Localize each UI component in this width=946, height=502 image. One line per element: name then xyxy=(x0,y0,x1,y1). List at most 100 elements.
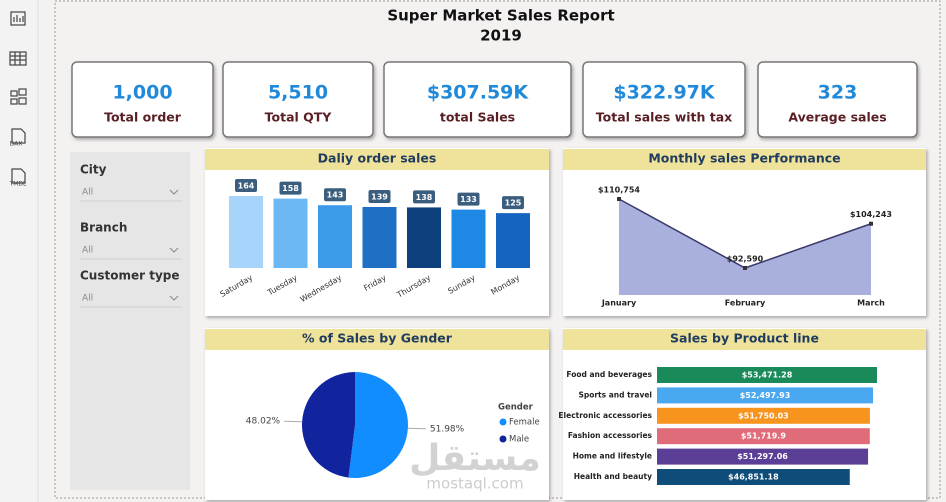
table-icon[interactable] xyxy=(9,51,27,66)
chart-header xyxy=(563,149,926,170)
y-tick-label: Sports and travel xyxy=(578,390,652,399)
kpi-card xyxy=(222,61,374,138)
data-label: $51,719.9 xyxy=(741,432,786,441)
data-label: 138 xyxy=(416,193,433,202)
y-tick-label: Electronic accessories xyxy=(558,411,652,420)
legend-title: Gender xyxy=(498,403,534,413)
data-label-badge xyxy=(235,179,257,192)
x-tick-label: January xyxy=(601,299,637,308)
kpi-row: 1,000 Total order 5,510 Total QTY $307.59K to… xyxy=(71,61,918,138)
filter-dropdown[interactable]: All xyxy=(80,246,182,260)
pie-slice xyxy=(301,372,355,478)
filter-dropdown[interactable]: All xyxy=(80,188,182,202)
filter-label: Customer type xyxy=(80,269,180,283)
bar xyxy=(657,428,870,445)
bar xyxy=(496,213,530,268)
dax-icon[interactable] xyxy=(11,128,26,144)
kpi-value: 323 xyxy=(818,82,858,104)
watermark-latin: mostaql.com xyxy=(426,475,523,493)
data-label: 51.98% xyxy=(430,424,465,434)
charts: Daliy order sales164Saturday158Tuesday14… xyxy=(205,148,926,500)
chart-title: Daliy order sales xyxy=(318,151,437,166)
data-label: 125 xyxy=(505,199,522,208)
data-label-badge xyxy=(279,181,302,195)
filter-value: All xyxy=(82,246,93,256)
filter-label: Branch xyxy=(80,221,127,235)
data-label-badge xyxy=(413,190,435,204)
bar xyxy=(657,367,877,383)
legend-label: Female xyxy=(509,418,540,428)
report-title: Super Market Sales Report xyxy=(387,7,614,25)
point xyxy=(617,197,621,201)
data-label: 139 xyxy=(371,192,388,201)
chart-title: Sales by Product line xyxy=(670,331,819,346)
bar xyxy=(657,448,869,465)
filter-dropdown[interactable]: All xyxy=(80,294,182,308)
legend-swatch xyxy=(499,435,507,443)
legend-label: Male xyxy=(509,435,529,445)
legend-item[interactable]: Female xyxy=(499,418,540,428)
kpi-label: Total order xyxy=(104,110,182,125)
kpi-label: total Sales xyxy=(440,110,515,125)
y-tick-label: Health and beauty xyxy=(574,472,652,481)
watermark-arabic: مستقل xyxy=(409,438,541,479)
data-label: 133 xyxy=(460,195,477,204)
data-label: 143 xyxy=(327,191,344,200)
bar xyxy=(451,209,486,268)
kpi-label: Total QTY xyxy=(265,110,333,125)
tmdl-label: TMDL xyxy=(9,181,27,188)
bar xyxy=(657,407,870,424)
bar xyxy=(318,205,352,268)
kpi-label: Total sales with tax xyxy=(596,110,732,125)
data-label-badge xyxy=(324,188,346,202)
bar xyxy=(362,206,397,268)
kpi-value: 1,000 xyxy=(112,82,172,104)
chart-title: Monthly sales Performance xyxy=(648,151,840,166)
data-label: $51,750.03 xyxy=(738,411,789,420)
kpi-card xyxy=(71,61,214,138)
chart-header xyxy=(205,329,549,350)
legend-swatch xyxy=(499,418,507,426)
sidebar-icons xyxy=(9,11,27,184)
bar xyxy=(229,196,263,268)
model-icon[interactable] xyxy=(10,88,27,105)
data-label-badge xyxy=(368,189,391,203)
data-label: $92,590 xyxy=(727,255,764,264)
y-tick-label: Fashion accessories xyxy=(568,431,653,440)
point xyxy=(869,221,873,226)
chart-header xyxy=(205,149,549,170)
dropdown-arrow xyxy=(169,189,179,195)
kpi-label: Average sales xyxy=(788,110,886,125)
bar xyxy=(407,207,441,268)
data-label: $53,471.28 xyxy=(742,371,793,380)
bar xyxy=(657,387,873,404)
pie-slice xyxy=(348,372,408,478)
legend-item[interactable]: Male xyxy=(499,435,530,445)
point xyxy=(743,266,747,270)
data-label: $51,297.06 xyxy=(737,452,788,461)
sidebar xyxy=(0,0,38,502)
data-label: $110,754 xyxy=(598,186,640,195)
chart-header xyxy=(563,329,926,350)
filter-value: All xyxy=(82,188,93,198)
x-tick-label: February xyxy=(725,299,766,308)
data-label: $52,497.93 xyxy=(740,391,791,400)
kpi-value: $307.59K xyxy=(427,82,530,104)
kpi-card xyxy=(757,61,918,138)
chart-title: % of Sales by Gender xyxy=(302,331,453,346)
data-label: 164 xyxy=(238,182,255,191)
kpi-card xyxy=(582,61,746,138)
dropdown-arrow xyxy=(169,247,179,253)
y-tick-label: Home and lifestyle xyxy=(573,452,652,461)
area-fill xyxy=(619,199,871,295)
report-icon[interactable] xyxy=(10,11,26,26)
report-year: 2019 xyxy=(480,27,522,45)
tmdl-icon[interactable] xyxy=(11,168,26,184)
filters: City All Branch All Customer type All xyxy=(80,163,182,308)
x-tick-label: March xyxy=(857,299,885,308)
filter-value: All xyxy=(82,294,93,304)
kpi-value: 5,510 xyxy=(268,82,328,104)
y-tick-label: Food and beverages xyxy=(566,370,652,379)
bar xyxy=(273,198,308,268)
